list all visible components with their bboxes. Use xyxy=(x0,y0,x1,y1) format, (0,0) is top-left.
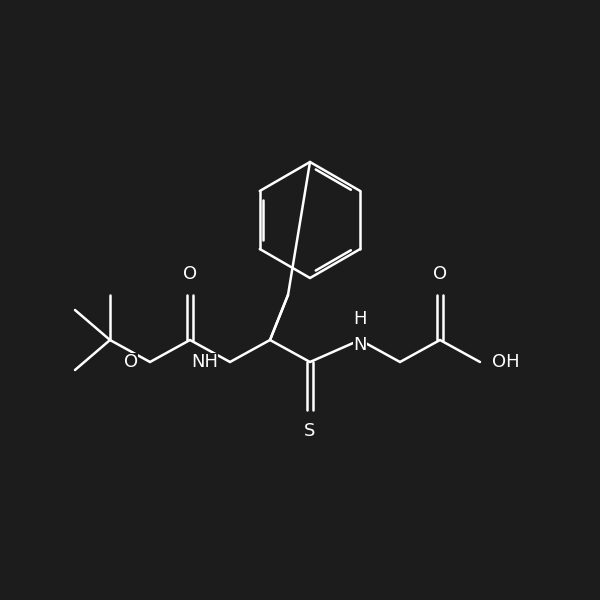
Text: S: S xyxy=(304,422,316,440)
Text: N: N xyxy=(353,336,367,354)
Text: NH: NH xyxy=(191,353,218,371)
Text: O: O xyxy=(183,265,197,283)
Text: OH: OH xyxy=(492,353,520,371)
Text: O: O xyxy=(124,353,138,371)
Text: O: O xyxy=(433,265,447,283)
Text: H: H xyxy=(353,310,367,328)
